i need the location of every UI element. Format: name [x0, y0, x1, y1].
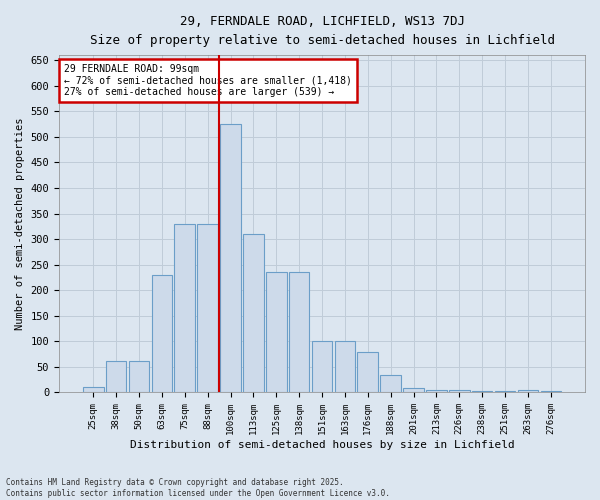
Bar	[312, 342, 332, 392]
Bar	[335, 342, 355, 392]
Bar	[128, 361, 149, 392]
Bar	[197, 224, 218, 392]
Bar	[83, 388, 104, 392]
Bar	[106, 361, 127, 392]
Bar	[175, 224, 195, 392]
Bar	[358, 352, 378, 393]
Bar	[380, 374, 401, 392]
Bar	[449, 390, 470, 392]
Bar	[403, 388, 424, 392]
Bar	[289, 272, 310, 392]
Y-axis label: Number of semi-detached properties: Number of semi-detached properties	[15, 118, 25, 330]
Bar	[220, 124, 241, 392]
Bar	[152, 275, 172, 392]
X-axis label: Distribution of semi-detached houses by size in Lichfield: Distribution of semi-detached houses by …	[130, 440, 514, 450]
Text: 29 FERNDALE ROAD: 99sqm
← 72% of semi-detached houses are smaller (1,418)
27% of: 29 FERNDALE ROAD: 99sqm ← 72% of semi-de…	[64, 64, 352, 96]
Title: 29, FERNDALE ROAD, LICHFIELD, WS13 7DJ
Size of property relative to semi-detache: 29, FERNDALE ROAD, LICHFIELD, WS13 7DJ S…	[89, 15, 554, 47]
Bar	[243, 234, 263, 392]
Bar	[518, 390, 538, 392]
Text: Contains HM Land Registry data © Crown copyright and database right 2025.
Contai: Contains HM Land Registry data © Crown c…	[6, 478, 390, 498]
Bar	[426, 390, 447, 392]
Bar	[266, 272, 287, 392]
